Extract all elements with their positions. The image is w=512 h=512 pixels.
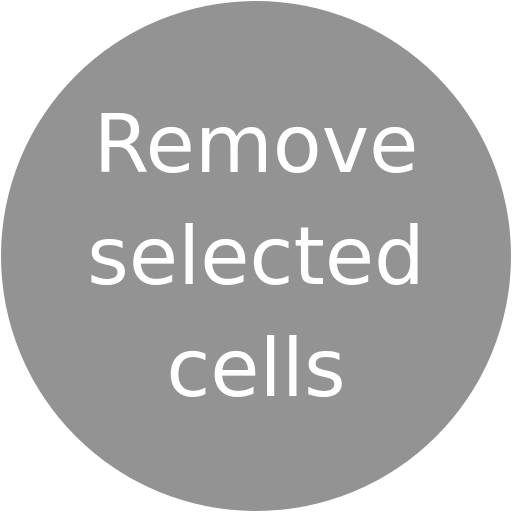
label-line-selected: selected — [87, 210, 425, 303]
label-line-cells: cells — [166, 322, 346, 415]
button-label: Remove selected cells — [87, 89, 425, 425]
label-line-remove: Remove — [93, 98, 419, 191]
